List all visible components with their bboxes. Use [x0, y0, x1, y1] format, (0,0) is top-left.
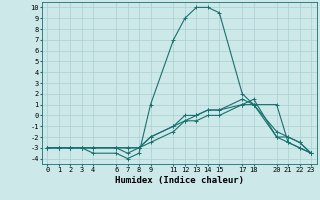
X-axis label: Humidex (Indice chaleur): Humidex (Indice chaleur) [115, 176, 244, 185]
